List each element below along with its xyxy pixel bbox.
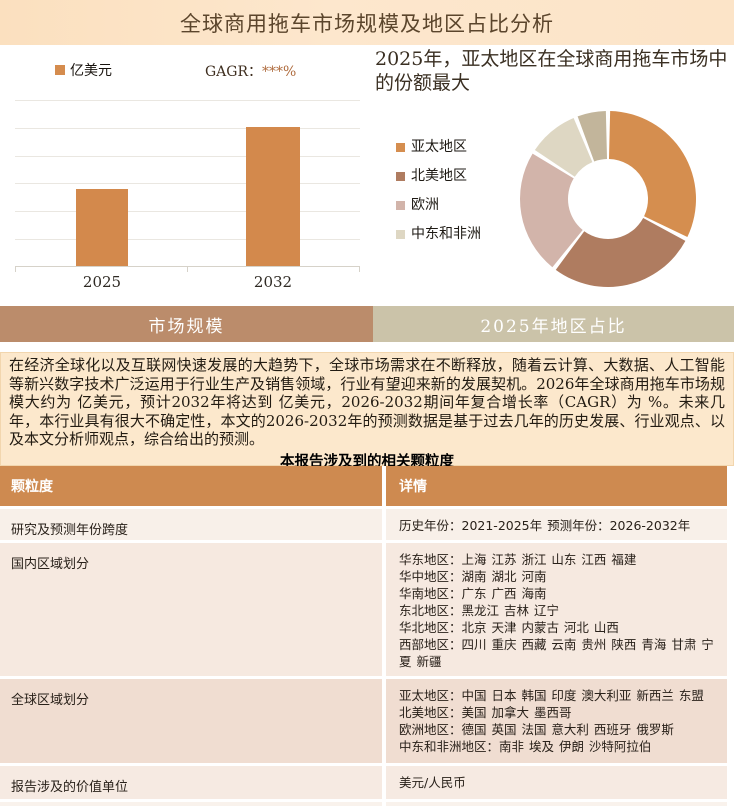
x-axis-label-2032: 2032 xyxy=(253,273,293,291)
cagr-label: GAGR： xyxy=(205,64,263,80)
row-detail-cell: 美元/人民币 xyxy=(386,766,727,799)
summary-paragraph: 在经济全球化以及互联网快速发展的大趋势下，全球市场需求在不断释放，随着云计算、大… xyxy=(9,356,725,449)
donut-segment xyxy=(520,153,583,268)
tab-region-share[interactable]: 2025年地区占比 xyxy=(373,306,734,342)
axis-tick xyxy=(15,267,16,272)
table-row: 研究及预测年份跨度 历史年份：2021-2025年 预测年份：2026-2032年 xyxy=(0,506,727,540)
legend-item-label: 北美地区 xyxy=(411,168,467,184)
legend-item: 中东和非洲 xyxy=(396,226,508,243)
legend-item: 欧洲 xyxy=(396,197,508,214)
gridline xyxy=(15,183,360,211)
axis-tick xyxy=(359,267,360,272)
detail-line: 历史年份：2021-2025年 预测年份：2026-2032年 xyxy=(399,518,691,533)
legend-swatch-icon xyxy=(55,65,65,75)
row-label-cell: 报告涉及的价值单位 xyxy=(0,766,386,799)
detail-line: 亚太地区：中国 日本 韩国 印度 澳大利亚 新西兰 东盟 xyxy=(399,688,704,703)
cagr-value: ***% xyxy=(262,64,297,80)
title-bar: 全球商用拖车市场规模及地区占比分析 xyxy=(0,0,734,45)
table-title: 本报告涉及到的相关颗粒度 xyxy=(280,453,454,470)
table-row-partial xyxy=(0,799,727,810)
gridline xyxy=(15,238,360,267)
bar-chart-legend: 亿美元 xyxy=(55,60,112,80)
axis-tick xyxy=(187,267,188,272)
page-title: 全球商用拖车市场规模及地区占比分析 xyxy=(180,11,554,36)
gridline xyxy=(15,127,360,156)
bar-2025 xyxy=(76,189,128,266)
detail-line: 华南地区：广东 广西 海南 xyxy=(399,586,547,601)
legend-item-label: 欧洲 xyxy=(411,197,439,213)
detail-line: 华北地区：北京 天津 内蒙古 河北 山西 xyxy=(399,620,619,635)
legend-item-label: 亚太地区 xyxy=(411,139,467,155)
summary-block: 在经济全球化以及互联网快速发展的大趋势下，全球市场需求在不断释放，随着云计算、大… xyxy=(0,352,734,470)
table-header-row: 颗粒度 详情 xyxy=(0,466,727,506)
row-label-cell: 国内区域划分 xyxy=(0,543,386,676)
granularity-table: 颗粒度 详情 研究及预测年份跨度 历史年份：2021-2025年 预测年份：202… xyxy=(0,466,727,810)
table-row: 国内区域划分 华东地区：上海 江苏 浙江 山东 江西 福建 华中地区：湖南 湖北 河… xyxy=(0,540,727,676)
tab-bar: 市场规模 2025年地区占比 xyxy=(0,306,734,342)
bar-chart: 2025 2032 xyxy=(15,100,360,291)
donut-segment xyxy=(534,117,593,177)
donut-segment xyxy=(555,218,686,287)
x-axis-label-2025: 2025 xyxy=(82,273,122,291)
header-cell-granularity: 颗粒度 xyxy=(0,466,386,506)
detail-line: 北美地区：美国 加拿大 墨西哥 xyxy=(399,705,572,720)
row-label-cell: 全球区域划分 xyxy=(0,679,386,763)
detail-line: 华中地区：湖南 湖北 河南 xyxy=(399,569,547,584)
table-row: 报告涉及的价值单位 美元/人民币 xyxy=(0,763,727,799)
table-row: 全球区域划分 亚太地区：中国 日本 韩国 印度 澳大利亚 新西兰 东盟 北美地区：美… xyxy=(0,676,727,763)
legend-swatch-icon xyxy=(396,143,405,152)
row-detail-cell: 亚太地区：中国 日本 韩国 印度 澳大利亚 新西兰 东盟 北美地区：美国 加拿大 … xyxy=(386,679,727,763)
donut-headline: 2025年，亚太地区在全球商用拖车市场中的份额最大 xyxy=(375,48,728,94)
detail-line: 西部地区：四川 重庆 西藏 云南 贵州 陕西 青海 甘肃 宁夏 新疆 xyxy=(399,637,714,669)
cagr-annotation: GAGR：***% xyxy=(205,61,296,81)
legend-item: 北美地区 xyxy=(396,168,508,185)
donut-legend: 亚太地区北美地区欧洲中东和非洲 xyxy=(396,139,508,255)
gridline xyxy=(15,211,360,239)
row-detail-cell: 历史年份：2021-2025年 预测年份：2026-2032年 xyxy=(386,509,727,540)
donut-segment xyxy=(577,111,608,162)
gridline xyxy=(15,155,360,184)
legend-swatch-icon xyxy=(396,201,405,210)
gridline xyxy=(15,100,360,128)
table-body: 研究及预测年份跨度 历史年份：2021-2025年 预测年份：2026-2032年… xyxy=(0,506,727,799)
legend-item: 亚太地区 xyxy=(396,139,508,156)
legend-swatch-icon xyxy=(396,172,405,181)
donut-svg xyxy=(520,111,696,287)
donut-chart xyxy=(518,109,698,289)
unit-legend-label: 亿美元 xyxy=(70,63,112,79)
detail-line: 中东和非洲地区：南非 埃及 伊朗 沙特阿拉伯 xyxy=(399,739,652,754)
bar-2032 xyxy=(246,127,300,266)
detail-line: 美元/人民币 xyxy=(399,775,466,790)
tab-market-size[interactable]: 市场规模 xyxy=(0,306,373,342)
row-detail-cell: 华东地区：上海 江苏 浙江 山东 江西 福建 华中地区：湖南 湖北 河南 华南地区：… xyxy=(386,543,727,676)
detail-line: 东北地区：黑龙江 吉林 辽宁 xyxy=(399,603,559,618)
header-cell-detail: 详情 xyxy=(399,479,427,495)
detail-line: 欧洲地区：德国 英国 法国 意大利 西班牙 俄罗斯 xyxy=(399,722,674,737)
row-label-cell: 研究及预测年份跨度 xyxy=(0,509,386,540)
detail-line: 华东地区：上海 江苏 浙江 山东 江西 福建 xyxy=(399,552,637,567)
legend-item-label: 中东和非洲 xyxy=(411,226,481,242)
legend-swatch-icon xyxy=(396,230,405,239)
donut-segment xyxy=(608,111,696,238)
